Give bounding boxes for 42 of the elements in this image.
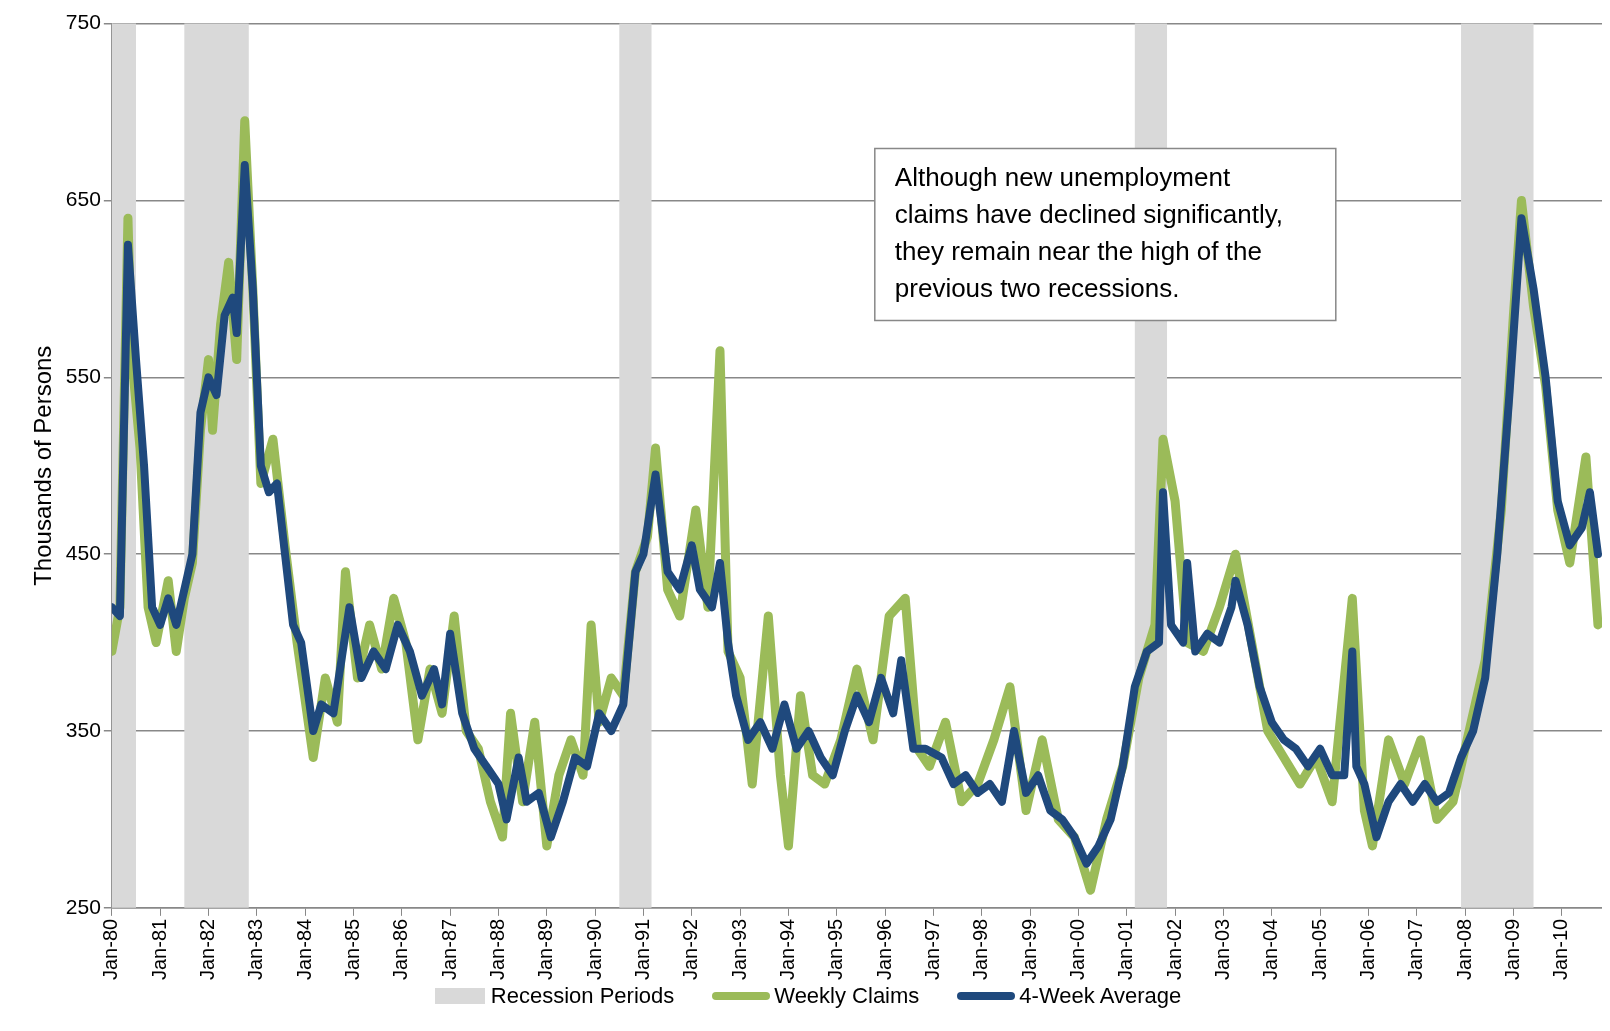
x-tick-label: Jan-97 <box>920 918 943 980</box>
y-tick-label: 550 <box>65 364 101 388</box>
x-tick-label: Jan-88 <box>485 918 508 980</box>
y-tick-label: 750 <box>65 10 101 34</box>
x-tick-label: Jan-03 <box>1210 918 1233 980</box>
x-tick-label: Jan-96 <box>872 918 895 980</box>
x-tick-label: Jan-06 <box>1355 918 1378 980</box>
x-tick-label: Jan-83 <box>244 918 267 980</box>
legend-label: 4-Week Average <box>1019 983 1182 1009</box>
y-tick-label: 650 <box>65 187 101 211</box>
x-tick-label: Jan-86 <box>389 918 412 980</box>
x-tick-label: Jan-09 <box>1500 918 1523 980</box>
x-tick-label: Jan-99 <box>1017 918 1040 980</box>
x-tick-label: Jan-81 <box>147 918 170 980</box>
x-tick-label: Jan-05 <box>1307 918 1330 980</box>
x-tick-label: Jan-94 <box>775 918 798 980</box>
legend-label: Weekly Claims <box>774 983 920 1009</box>
x-tick-label: Jan-90 <box>582 918 605 980</box>
y-axis-title: Thousands of Persons <box>29 345 57 586</box>
x-tick-label: Jan-95 <box>824 918 847 980</box>
x-tick-label: Jan-89 <box>534 918 557 980</box>
x-tick-label: Jan-93 <box>727 918 750 980</box>
x-tick-label: Jan-04 <box>1259 918 1282 980</box>
x-tick-label: Jan-92 <box>679 918 702 980</box>
x-tick-label: Jan-80 <box>99 918 122 980</box>
x-tick-label: Jan-00 <box>1065 918 1088 980</box>
x-tick-label: Jan-87 <box>437 918 460 980</box>
x-tick-label: Jan-08 <box>1452 918 1475 980</box>
x-tick-label: Jan-02 <box>1162 918 1185 980</box>
x-tick-label: Jan-98 <box>969 918 992 980</box>
x-tick-label: Jan-82 <box>196 918 219 980</box>
legend-label: Recession Periods <box>490 983 675 1009</box>
y-tick-label: 350 <box>65 717 101 741</box>
x-tick-label: Jan-01 <box>1114 918 1137 980</box>
x-tick-label: Jan-84 <box>292 918 315 980</box>
x-tick-label: Jan-10 <box>1549 918 1572 980</box>
x-tick-label: Jan-85 <box>341 918 363 980</box>
y-tick-label: 250 <box>65 894 101 918</box>
x-tick-label: Jan-91 <box>630 918 653 980</box>
annotation: Although new unemployment claims have declined significantly, they remain near the high of the previous two recessions. <box>894 162 1284 304</box>
y-tick-label: 450 <box>65 540 101 564</box>
x-tick-label: Jan-07 <box>1404 918 1427 980</box>
